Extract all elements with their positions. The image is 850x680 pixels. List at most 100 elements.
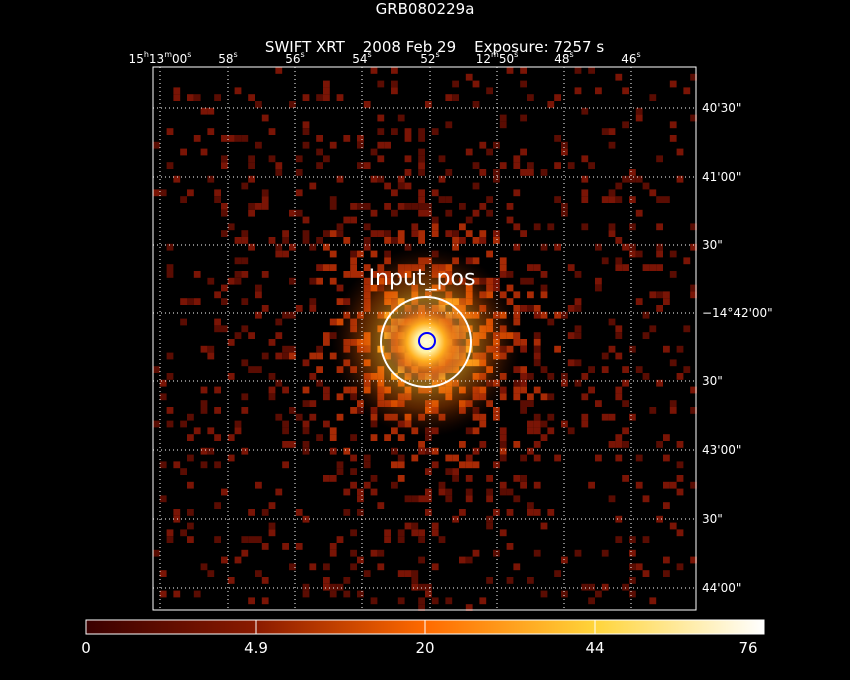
image-pixel: [561, 590, 568, 598]
image-pixel: [431, 223, 439, 231]
image-pixel: [493, 509, 500, 516]
image-pixel: [343, 135, 351, 142]
image-pixel: [411, 570, 419, 577]
image-pixel: [404, 495, 412, 503]
image-pixel: [166, 162, 174, 169]
image-pixel: [506, 543, 514, 550]
image-pixel: [234, 420, 242, 428]
image-pixel: [166, 407, 174, 414]
image-pixel: [520, 345, 527, 353]
image-pixel: [683, 325, 691, 333]
image-pixel: [336, 413, 344, 421]
image-pixel: [642, 570, 650, 577]
image-pixel: [370, 434, 378, 441]
image-pixel: [676, 373, 684, 380]
image-pixel: [261, 271, 269, 278]
image-pixel: [261, 509, 269, 516]
image-pixel: [554, 311, 561, 319]
image-pixel: [309, 277, 317, 285]
image-pixel: [520, 80, 527, 88]
image-pixel: [275, 169, 283, 176]
image-pixel: [520, 475, 527, 482]
image-pixel: [418, 196, 425, 203]
image-pixel: [452, 237, 459, 244]
image-pixel: [608, 345, 616, 353]
image-pixel: [241, 271, 249, 278]
image-pixel: [676, 488, 684, 496]
image-pixel: [629, 250, 636, 258]
image-pixel: [567, 332, 575, 339]
image-pixel: [608, 141, 616, 149]
image-pixel: [431, 189, 439, 197]
image-pixel: [615, 386, 623, 394]
image-pixel: [506, 284, 514, 292]
image-pixel: [295, 413, 303, 421]
image-pixel: [561, 203, 568, 210]
image-pixel: [622, 400, 629, 407]
image-pixel: [465, 495, 473, 503]
image-pixel: [350, 407, 357, 414]
image-pixel: [377, 230, 385, 237]
image-pixel: [452, 230, 459, 237]
image-pixel: [459, 509, 466, 516]
image-pixel: [465, 461, 473, 469]
image-pixel: [363, 570, 371, 577]
image-pixel: [615, 515, 623, 523]
image-pixel: [316, 352, 323, 360]
image-pixel: [221, 135, 228, 142]
image-pixel: [622, 379, 629, 387]
image-pixel: [527, 420, 534, 428]
image-pixel: [472, 549, 480, 557]
image-pixel: [452, 515, 459, 523]
image-pixel: [282, 386, 289, 394]
image-pixel: [493, 549, 500, 557]
image-pixel: [520, 114, 527, 122]
image-pixel: [499, 441, 507, 448]
image-pixel: [561, 373, 568, 380]
image-pixel: [302, 94, 310, 101]
image-pixel: [574, 271, 582, 278]
image-pixel: [234, 135, 242, 142]
image-pixel: [669, 271, 677, 278]
colorbar-label: 0: [81, 639, 91, 657]
image-pixel: [635, 366, 643, 373]
image-pixel: [581, 420, 589, 428]
image-pixel: [588, 583, 595, 591]
image-pixel: [329, 230, 337, 237]
image-pixel: [656, 305, 663, 312]
image-pixel: [431, 447, 439, 455]
image-pixel: [615, 73, 623, 81]
image-pixel: [282, 427, 289, 435]
image-pixel: [289, 441, 296, 448]
image-pixel: [316, 94, 323, 101]
image-pixel: [608, 196, 616, 203]
image-pixel: [663, 196, 670, 203]
image-pixel: [445, 468, 453, 475]
image-pixel: [425, 101, 432, 108]
image-pixel: [153, 366, 160, 373]
image-pixel: [207, 345, 215, 353]
image-pixel: [363, 223, 371, 231]
image-pixel: [629, 549, 636, 557]
image-pixel: [506, 509, 514, 516]
image-pixel: [615, 332, 623, 339]
ra-tick-label: 56s: [285, 50, 305, 66]
image-pixel: [554, 345, 561, 353]
image-pixel: [588, 597, 595, 605]
image-pixel: [295, 209, 303, 217]
image-pixel: [506, 577, 514, 584]
image-pixel: [656, 441, 663, 448]
image-pixel: [520, 148, 527, 156]
image-pixel: [540, 271, 548, 278]
image-pixel: [261, 189, 269, 197]
image-pixel: [384, 434, 391, 441]
image-pixel: [649, 325, 657, 333]
image-pixel: [397, 203, 405, 210]
colorbar-label: 44: [585, 639, 605, 657]
image-pixel: [377, 114, 385, 122]
image-pixel: [513, 223, 521, 231]
image-pixel: [520, 386, 527, 394]
image-pixel: [418, 237, 425, 244]
image-pixel: [663, 434, 670, 441]
